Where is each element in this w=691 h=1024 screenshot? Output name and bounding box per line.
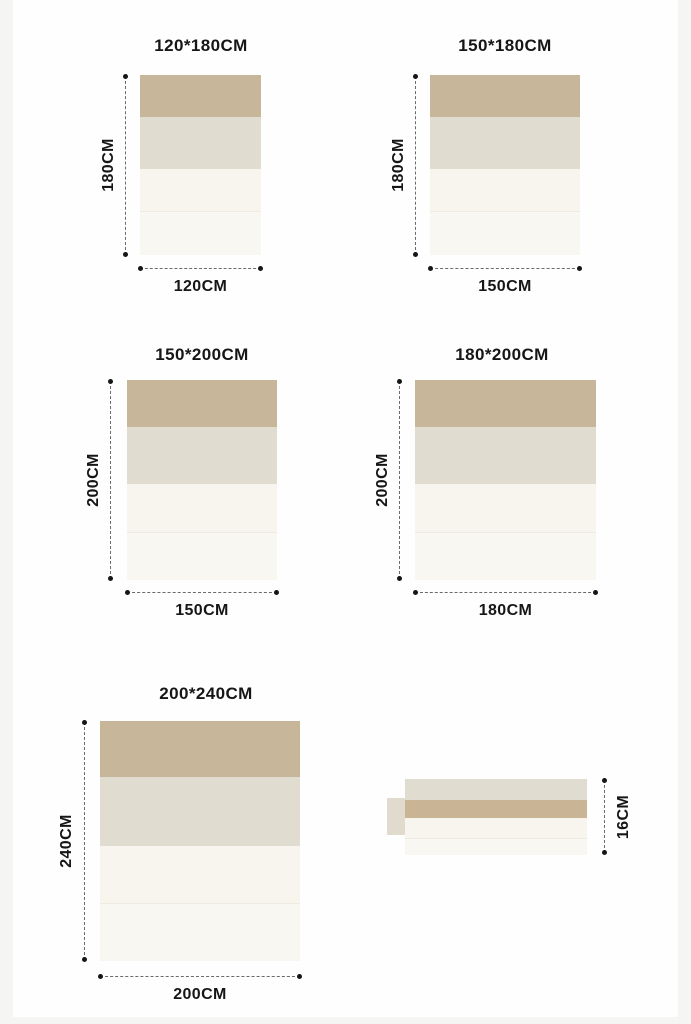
height-dimension-label: 240CM <box>58 814 75 868</box>
side-stripe-cream-2 <box>405 838 587 855</box>
height-dimension-line <box>413 74 418 257</box>
width-dimension-label: 180CM <box>478 602 533 619</box>
height-dimension-line <box>108 379 113 581</box>
blanket-band-cream-2 <box>127 531 277 580</box>
blanket-front-view <box>127 380 277 580</box>
width-dimension-line <box>98 974 302 979</box>
height-dimension-label: 180CM <box>390 138 407 192</box>
blanket-band-tan <box>415 380 596 427</box>
page-gutter-bottom <box>0 1017 691 1024</box>
blanket-front-view <box>430 75 580 255</box>
blanket-band-tan <box>430 75 580 118</box>
blanket-front-view <box>140 75 261 255</box>
blanket-band-greige <box>140 117 261 169</box>
size-title: 150*200CM <box>155 345 249 364</box>
thickness-dimension-label: 16CM <box>615 794 632 840</box>
size-title: 150*180CM <box>458 36 552 55</box>
blanket-band-cream-2 <box>430 211 580 255</box>
height-dimension-label: 180CM <box>100 138 117 192</box>
blanket-front-view <box>100 721 300 961</box>
width-dimension-label: 150CM <box>478 278 532 295</box>
height-dimension-line <box>82 720 87 962</box>
blanket-band-cream <box>127 484 277 532</box>
blanket-band-cream <box>100 846 300 903</box>
blanket-band-cream-2 <box>140 211 261 255</box>
size-title: 120*180CM <box>154 36 248 55</box>
width-dimension-line <box>125 590 279 595</box>
width-dimension-label: 200CM <box>173 986 227 1003</box>
blanket-band-greige <box>100 777 300 847</box>
side-stripe-greige <box>405 779 587 800</box>
blanket-fold-tab <box>387 798 405 835</box>
height-dimension-label: 200CM <box>374 453 391 507</box>
width-dimension-line <box>428 266 582 271</box>
page-gutter-right <box>678 0 691 1024</box>
blanket-side-view <box>405 779 587 855</box>
thickness-dimension-line <box>602 778 607 855</box>
blanket-band-greige <box>415 426 596 485</box>
height-dimension-label: 200CM <box>85 453 102 507</box>
blanket-front-view <box>415 380 596 580</box>
blanket-band-tan <box>127 380 277 427</box>
page-gutter-left <box>0 0 13 1024</box>
blanket-band-cream <box>140 168 261 212</box>
side-stripe-cream <box>405 818 587 838</box>
height-dimension-line <box>397 379 402 581</box>
blanket-band-greige <box>127 426 277 485</box>
blanket-band-tan <box>140 75 261 118</box>
width-dimension-line <box>413 590 598 595</box>
size-title: 180*200CM <box>455 345 549 364</box>
width-dimension-line <box>138 266 263 271</box>
height-dimension-line <box>123 74 128 257</box>
blanket-band-cream <box>415 484 596 532</box>
size-title: 200*240CM <box>159 684 253 703</box>
width-dimension-label: 150CM <box>175 602 229 619</box>
blanket-band-cream <box>430 168 580 212</box>
blanket-band-tan <box>100 721 300 778</box>
side-stripe-tan <box>405 800 587 818</box>
blanket-band-greige <box>430 117 580 169</box>
blanket-band-cream-2 <box>415 531 596 580</box>
width-dimension-label: 120CM <box>173 278 228 295</box>
blanket-band-cream-2 <box>100 902 300 961</box>
